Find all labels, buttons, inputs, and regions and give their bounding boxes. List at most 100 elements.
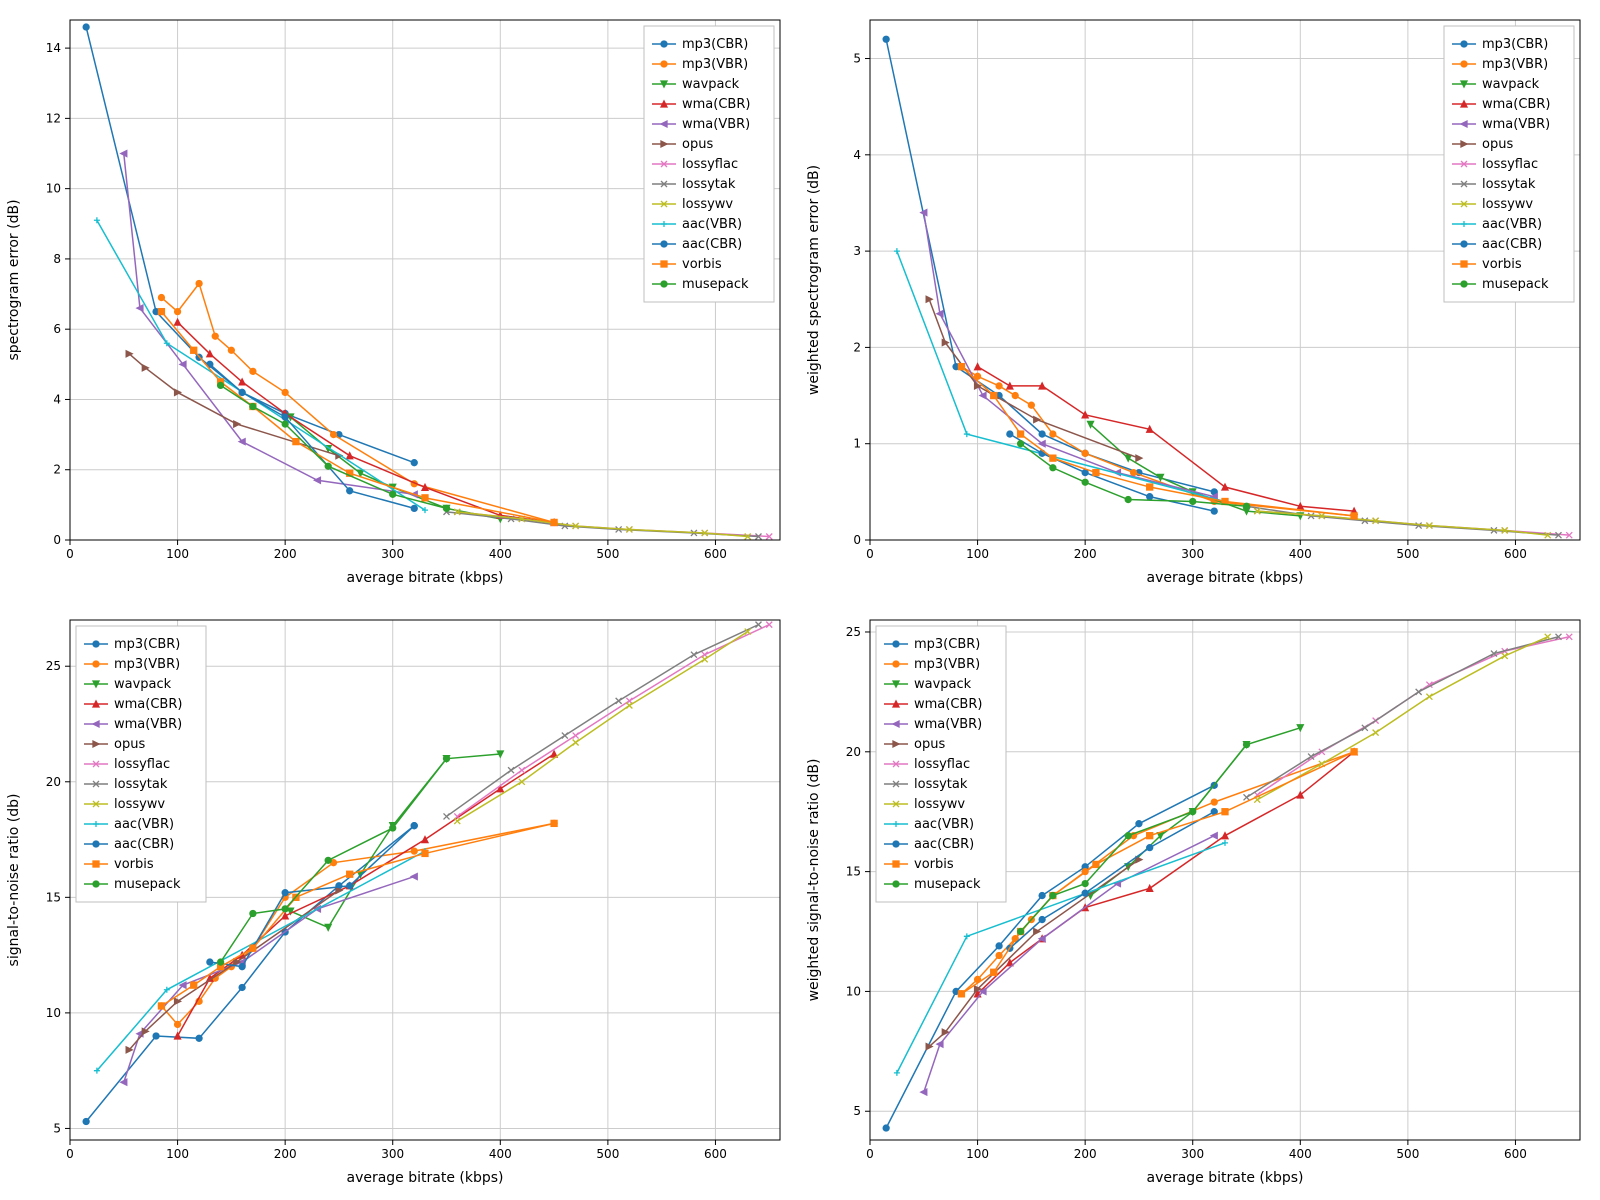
series-marker-vorbis [1222,809,1228,815]
legend-marker-musepack [93,881,99,887]
series-marker-vorbis [958,364,964,370]
legend-label-aac(CBR): aac(CBR) [1482,237,1542,252]
legend-label-opus: opus [682,137,713,152]
legend-label-wma(VBR): wma(VBR) [1482,117,1550,132]
ytick-label: 10 [46,182,61,196]
series-marker-mp3(CBR) [153,1033,159,1039]
legend-marker-musepack [661,281,667,287]
series-marker-vorbis [991,969,997,975]
legend-marker-aac(CBR) [93,841,99,847]
legend-label-lossyflac: lossyflac [914,757,970,772]
series-marker-mp3(CBR) [411,460,417,466]
chart-grid: 010020030040050060002468101214average bi… [0,0,1600,1200]
ytick-label: 15 [46,890,61,904]
xtick-label: 600 [704,1147,727,1161]
legend-label-wma(VBR): wma(VBR) [914,717,982,732]
xtick-label: 500 [1396,1147,1419,1161]
series-marker-musepack [1125,833,1131,839]
series-marker-vorbis [191,347,197,353]
series-marker-vorbis [958,991,964,997]
legend-marker-aac(CBR) [1461,241,1467,247]
legend-marker-aac(CBR) [661,241,667,247]
legend-marker-vorbis [1461,261,1467,267]
ytick-label: 4 [853,148,861,162]
series-marker-musepack [282,906,288,912]
panel-top-left: 010020030040050060002468101214average bi… [0,0,800,600]
series-marker-musepack [1244,503,1250,509]
xtick-label: 100 [966,1147,989,1161]
xtick-label: 200 [1074,1147,1097,1161]
ytick-label: 5 [853,1104,861,1118]
series-marker-vorbis [1147,484,1153,490]
ytick-label: 20 [846,745,861,759]
legend-marker-mp3(VBR) [1461,61,1467,67]
xtick-label: 300 [1181,1147,1204,1161]
series-marker-mp3(VBR) [212,333,218,339]
legend-marker-vorbis [93,861,99,867]
xtick-label: 600 [1504,1147,1527,1161]
series-marker-vorbis [1050,455,1056,461]
ytick-label: 4 [53,392,61,406]
xtick-label: 300 [381,547,404,561]
xtick-label: 0 [66,1147,74,1161]
series-marker-mp3(VBR) [331,432,337,438]
series-marker-mp3(VBR) [175,309,181,315]
legend-label-lossytak: lossytak [1482,177,1536,192]
legend-label-aac(CBR): aac(CBR) [682,237,742,252]
series-marker-aac(CBR) [1007,431,1013,437]
series-marker-aac(CBR) [1082,890,1088,896]
panel-top-right: 0100200300400500600012345average bitrate… [800,0,1600,600]
series-marker-vorbis [1093,861,1099,867]
legend-label-vorbis: vorbis [682,257,722,272]
series-marker-musepack [1244,742,1250,748]
legend-label-musepack: musepack [1482,277,1549,292]
ytick-label: 25 [46,659,61,673]
legend: mp3(CBR)mp3(VBR)wavpackwma(CBR)wma(VBR)o… [1444,26,1574,302]
legend-label-mp3(CBR): mp3(CBR) [114,637,180,652]
series-marker-mp3(VBR) [411,848,417,854]
series-marker-musepack [250,911,256,917]
legend-label-wma(VBR): wma(VBR) [682,117,750,132]
legend-marker-musepack [1461,281,1467,287]
xtick-label: 400 [1289,1147,1312,1161]
series-marker-mp3(VBR) [250,368,256,374]
ylabel: weighted signal-to-noise ratio (dB) [806,759,822,1002]
xtick-label: 500 [596,1147,619,1161]
legend-label-aac(VBR): aac(VBR) [682,217,742,232]
series-marker-aac(CBR) [1039,917,1045,923]
xlabel: average bitrate (kbps) [346,1170,503,1186]
legend-label-aac(CBR): aac(CBR) [914,837,974,852]
legend-label-opus: opus [914,737,945,752]
xtick-label: 400 [489,1147,512,1161]
xlabel: average bitrate (kbps) [1146,570,1303,586]
series-marker-aac(CBR) [347,488,353,494]
legend-label-wma(CBR): wma(CBR) [914,697,982,712]
legend-label-aac(CBR): aac(CBR) [114,837,174,852]
legend-label-lossywv: lossywv [914,797,965,812]
ytick-label: 2 [853,340,861,354]
ytick-label: 3 [853,244,861,258]
ylabel: weighted spectrogram error (dB) [806,165,822,395]
ylabel: spectrogram error (dB) [6,199,22,360]
series-marker-musepack [1018,441,1024,447]
legend-marker-aac(CBR) [893,841,899,847]
xtick-label: 600 [704,547,727,561]
xtick-label: 100 [966,547,989,561]
series-marker-mp3(VBR) [996,383,1002,389]
xtick-label: 400 [1289,547,1312,561]
legend-marker-musepack [893,881,899,887]
series-marker-mp3(CBR) [239,984,245,990]
ytick-label: 20 [46,775,61,789]
legend-label-wavpack: wavpack [914,677,972,692]
series-marker-musepack [444,756,450,762]
legend-label-mp3(CBR): mp3(CBR) [914,637,980,652]
series-marker-vorbis [1351,513,1357,519]
series-marker-musepack [325,857,331,863]
series-marker-aac(CBR) [411,505,417,511]
series-marker-musepack [390,825,396,831]
series-marker-mp3(VBR) [1028,402,1034,408]
series-marker-musepack [1190,809,1196,815]
xtick-label: 300 [1181,547,1204,561]
legend-marker-mp3(CBR) [1461,41,1467,47]
series-marker-musepack [218,382,224,388]
